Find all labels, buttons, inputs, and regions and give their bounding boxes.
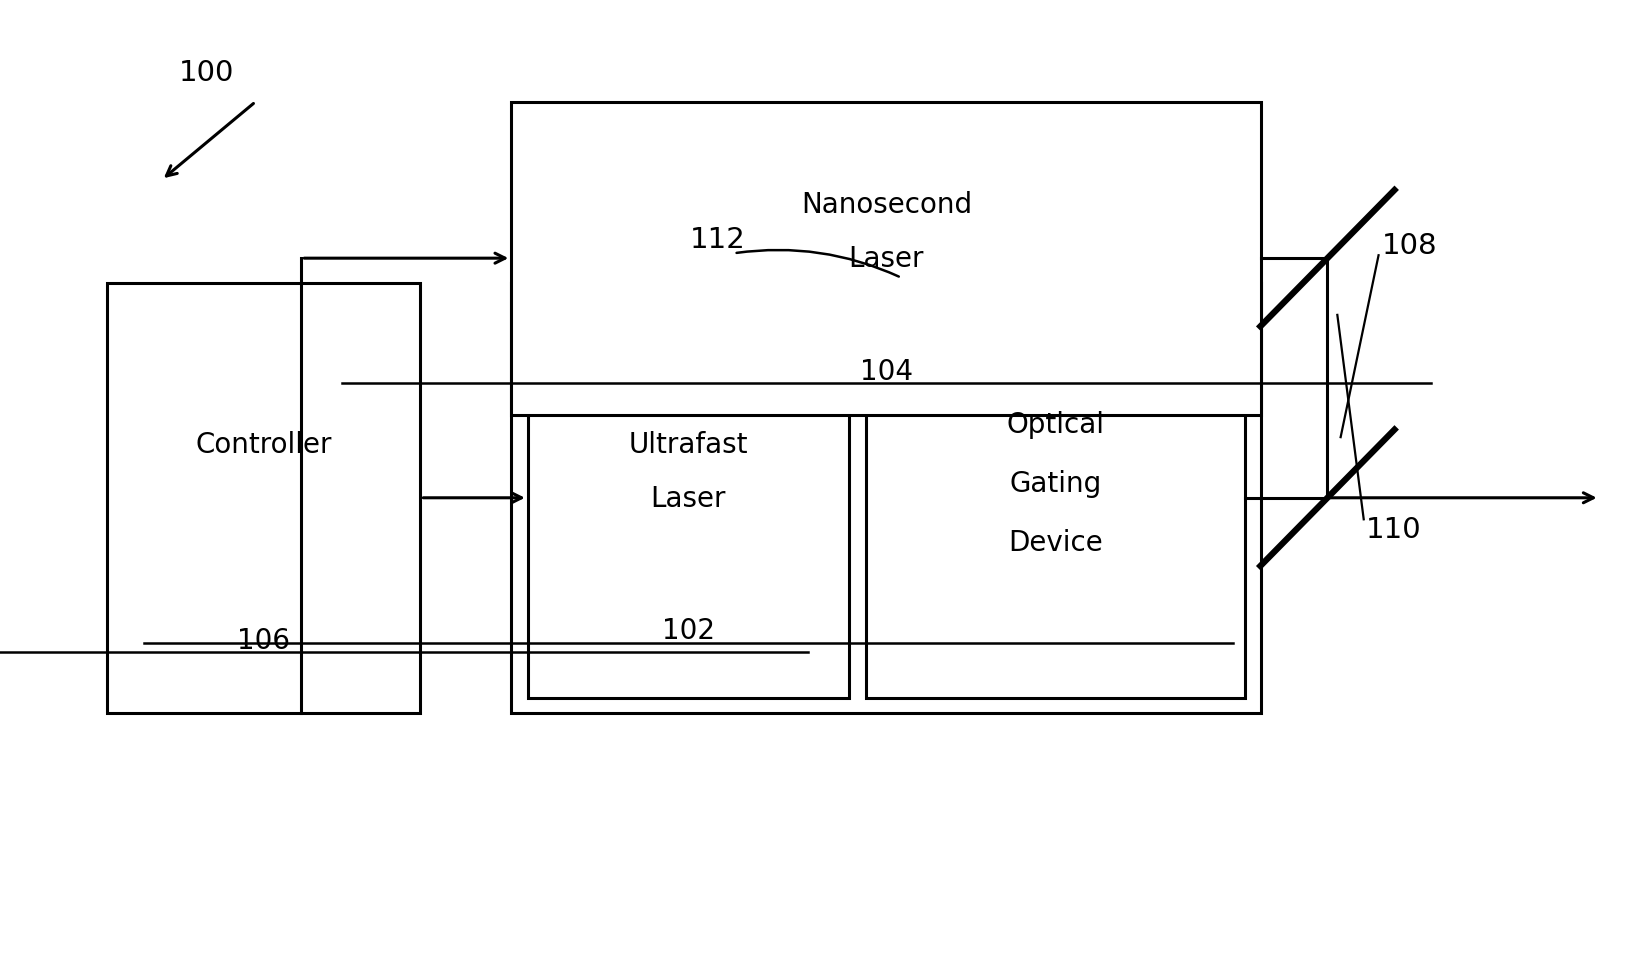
Text: 112: 112: [689, 226, 745, 253]
Text: Laser: Laser: [651, 485, 725, 512]
Bar: [511, 283, 1261, 713]
Text: 104: 104: [859, 358, 913, 385]
Text: 100: 100: [178, 60, 234, 87]
Bar: [527, 298, 849, 699]
Bar: [511, 103, 1261, 415]
Text: Optical: Optical: [1005, 411, 1104, 439]
Text: Device: Device: [1007, 529, 1103, 556]
Text: Controller: Controller: [196, 431, 331, 458]
Text: 106: 106: [237, 626, 290, 654]
Text: 110: 110: [1365, 516, 1421, 543]
Text: Gating: Gating: [1009, 470, 1101, 497]
Bar: [865, 298, 1244, 699]
Text: 108: 108: [1381, 233, 1437, 260]
Text: 102: 102: [661, 616, 715, 644]
Text: Ultrafast: Ultrafast: [628, 431, 748, 458]
Text: Laser: Laser: [849, 245, 923, 273]
Text: Nanosecond: Nanosecond: [801, 191, 971, 219]
Bar: [107, 283, 420, 713]
